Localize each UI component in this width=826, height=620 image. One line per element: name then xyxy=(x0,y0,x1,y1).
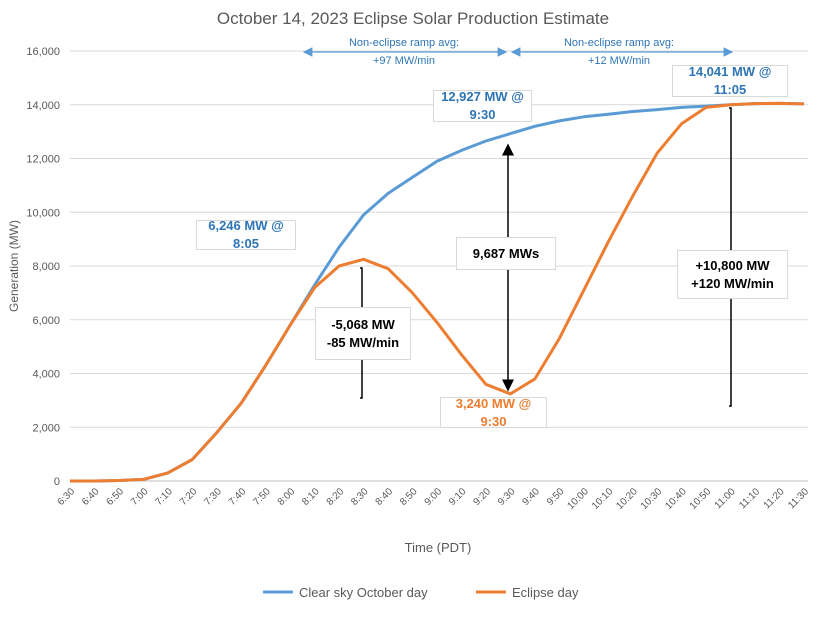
series-line-eclipse xyxy=(70,101,805,483)
x-tick-label: 7:20 xyxy=(178,486,200,508)
x-tick-label: 6:40 xyxy=(80,486,102,508)
x-tick-label: 7:40 xyxy=(227,486,249,508)
x-tick-label: 10:50 xyxy=(688,486,714,512)
x-tick-label: 10:30 xyxy=(639,486,665,512)
annotation-text: +10,800 MW xyxy=(695,257,770,273)
y-axis-label: Generation (MW) xyxy=(7,220,21,312)
x-tick-label: 10:10 xyxy=(590,486,616,512)
x-tick-label: 10:40 xyxy=(663,486,689,512)
x-tick-label: 9:50 xyxy=(545,486,567,508)
y-tick-label: 16,000 xyxy=(26,46,60,58)
legend-label-eclipse: Eclipse day xyxy=(512,585,579,600)
annotation-text: 6,246 MW @ 8:05 xyxy=(208,218,284,251)
ramp2-label: Non-eclipse ramp avg: xyxy=(564,37,674,49)
y-tick-label: 14,000 xyxy=(26,100,60,112)
x-tick-label: 11:00 xyxy=(713,486,738,511)
y-tick-label: 4,000 xyxy=(32,369,60,381)
x-tick-label: 9:10 xyxy=(447,486,469,508)
x-tick-label: 11:20 xyxy=(762,486,787,511)
y-tick-label: 6,000 xyxy=(32,315,60,327)
x-tick-label: 7:10 xyxy=(153,486,175,508)
annotation-clear-805: 6,246 MW @ 8:05 xyxy=(196,218,296,251)
x-tick-label: 11:10 xyxy=(737,486,762,511)
x-tick-label: 11:30 xyxy=(786,486,811,511)
annotation-text: 12,927 MW @ 9:30 xyxy=(441,89,524,122)
x-tick-label: 6:30 xyxy=(56,486,78,508)
x-tick-label: 6:50 xyxy=(105,486,127,508)
y-tick-label: 8,000 xyxy=(32,261,60,273)
y-tick-label: 12,000 xyxy=(26,154,60,166)
x-tick-label: 7:50 xyxy=(251,486,273,508)
ramp1-value: +97 MW/min xyxy=(373,55,435,67)
x-tick-label: 8:20 xyxy=(325,486,347,508)
x-tick-label: 10:00 xyxy=(565,486,591,512)
annotation-text: -85 MW/min xyxy=(326,334,400,350)
annotation-recovery: +10,800 MW +120 MW/min xyxy=(677,250,788,299)
annotation-peak: 14,041 MW @ 11:05 xyxy=(672,64,788,97)
y-tick-label: 10,000 xyxy=(26,207,60,219)
x-tick-label: 9:40 xyxy=(520,486,542,508)
legend-label-clear: Clear sky October day xyxy=(299,585,428,600)
x-tick-label: 9:30 xyxy=(496,486,518,508)
x-tick-label: 9:20 xyxy=(472,486,494,508)
annotation-clear-930: 12,927 MW @ 9:30 xyxy=(433,89,532,122)
annotation-text: 9,687 MWs xyxy=(472,245,540,261)
x-tick-label: 8:50 xyxy=(398,486,420,508)
x-tick-label: 7:00 xyxy=(129,486,151,508)
x-tick-label: 9:00 xyxy=(423,486,445,508)
annotation-text: -5,068 MW xyxy=(331,316,395,332)
x-tick-label: 8:40 xyxy=(374,486,396,508)
annotation-gap: 9,687 MWs xyxy=(456,237,556,270)
annotation-drop: -5,068 MW -85 MW/min xyxy=(315,307,411,360)
annotation-text: 3,240 MW @ 9:30 xyxy=(455,395,532,429)
annotation-text: 14,041 MW @ 11:05 xyxy=(688,64,772,97)
ramp1-label: Non-eclipse ramp avg: xyxy=(349,37,459,49)
x-tick-label: 8:00 xyxy=(276,486,298,508)
x-tick-label: 10:20 xyxy=(614,486,640,512)
x-tick-label: 8:10 xyxy=(300,486,322,508)
ramp2-value: +12 MW/min xyxy=(588,55,650,67)
chart-title: October 14, 2023 Eclipse Solar Productio… xyxy=(217,9,609,28)
x-tick-label: 8:30 xyxy=(349,486,371,508)
y-tick-label: 0 xyxy=(54,476,60,488)
x-tick-label: 7:30 xyxy=(202,486,224,508)
y-tick-label: 2,000 xyxy=(32,422,60,434)
annotation-eclipse-930: 3,240 MW @ 9:30 xyxy=(440,395,547,429)
x-axis-label: Time (PDT) xyxy=(405,540,472,555)
annotation-text: +120 MW/min xyxy=(691,275,774,291)
